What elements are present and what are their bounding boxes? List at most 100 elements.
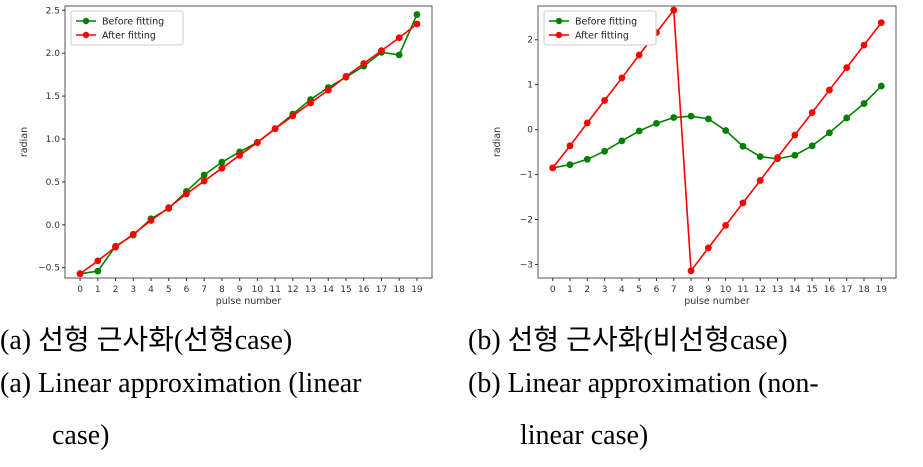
chart-b-data-point [704, 244, 712, 252]
chart-a-x-tick-label: 0 [77, 285, 83, 295]
chart-b-data-point [860, 41, 868, 49]
chart-a-x-tick-label: 16 [358, 285, 370, 295]
chart-b-x-tick-label: 19 [876, 285, 888, 295]
chart-a-data-point [218, 164, 226, 172]
chart-b-data-point [601, 147, 608, 155]
chart-b-x-tick-label: 2 [584, 285, 590, 295]
chart-a-data-point [413, 20, 421, 28]
chart-a-data-point [76, 270, 84, 278]
chart-b-data-point [756, 177, 764, 184]
chart-a-legend-box [70, 10, 184, 46]
chart-a-legend-swatch-marker [82, 31, 90, 39]
chart-b-y-tick-label: −2 [520, 216, 533, 226]
chart-a-data-point [413, 11, 421, 18]
chart-a-data-point [253, 139, 261, 146]
chart-b-x-tick-label: 7 [671, 285, 677, 295]
chart-b-data-point [653, 119, 660, 127]
chart-a-data-point [236, 151, 244, 159]
chart-b-data-point [687, 267, 695, 275]
chart-a-legend-label: After fitting [102, 31, 156, 42]
chart-b-data-point [618, 137, 626, 145]
caption-b-korean: (b) 선형 근사화(비선형case) [468, 325, 788, 356]
chart-a-data-point [94, 257, 102, 265]
chart-a-x-tick-label: 1 [95, 285, 101, 295]
chart-a-data-point [129, 230, 137, 238]
chart-b-x-tick-label: 16 [824, 285, 836, 295]
chart-a-data-point [307, 99, 314, 107]
chart-b-data-point [670, 6, 678, 14]
chart-b-x-tick-label: 15 [806, 285, 817, 295]
chart-b-legend-swatch-marker [555, 17, 563, 25]
chart-panel-a: 0 1 2 3 4 5 6 7 8 9 10 11 12 13 14 15 16 17 18 19−0.50.00.5… [19, 5, 433, 307]
chart-b-data-point [791, 151, 799, 159]
chart-b-data-point [826, 129, 833, 137]
chart-a-x-tick-label: 5 [166, 285, 172, 295]
chart-b-x-tick-label: 5 [636, 285, 642, 295]
chart-a-data-point [165, 204, 173, 212]
chart-b-data-point [739, 199, 747, 207]
chart-b-data-point [722, 127, 730, 134]
chart-a-x-tick-label: 4 [148, 285, 154, 295]
chart-b-data-point [583, 119, 591, 127]
chart-a-data-point [324, 86, 332, 94]
chart-a-y-tick-label: 2.0 [46, 49, 61, 59]
chart-a-data-point [395, 51, 403, 59]
chart-b-axes-frame [537, 5, 897, 279]
caption-b-english-line2: linear case) [520, 420, 649, 451]
chart-a-x-tick-label: 2 [113, 285, 119, 295]
chart-b-data-point [774, 154, 781, 161]
chart-b-data-point [601, 97, 608, 104]
chart-b-data-point [860, 100, 868, 107]
chart-b-data-point [704, 115, 712, 123]
chart-b-data-point [739, 142, 747, 150]
chart-b-y-tick-label: −1 [520, 171, 533, 181]
chart-b-data-point [722, 221, 730, 229]
chart-b-data-point [618, 74, 626, 82]
chart-a-data-point [342, 72, 350, 80]
chart-a-data-point [200, 177, 208, 185]
chart-a-y-axis-label: radian [19, 127, 30, 157]
chart-b-data-point [877, 82, 885, 90]
chart-a-axes-frame [64, 5, 433, 279]
chart-b-legend-label: Before fitting [575, 17, 637, 28]
chart-a-y-tick-label: 0.0 [46, 221, 61, 231]
chart-a-x-tick-label: 8 [219, 285, 225, 295]
chart-a-x-tick-label: 18 [393, 285, 405, 295]
chart-b-data-point [687, 112, 695, 120]
chart-a-y-tick-label: 0.5 [46, 178, 60, 188]
chart-b-y-tick-label: 1 [527, 81, 533, 91]
chart-a-x-tick-label: 9 [237, 285, 243, 295]
caption-a-korean: (a) 선형 근사화(선형case) [0, 325, 293, 356]
chart-a-x-tick-label: 10 [252, 285, 264, 295]
chart-b-legend-box [543, 10, 657, 46]
chart-b-legend-label: After fitting [575, 31, 629, 42]
chart-a-x-tick-label: 19 [411, 285, 423, 295]
chart-a-x-tick-label: 17 [376, 285, 387, 295]
chart-a-series-line-after [79, 23, 418, 275]
chart-a-x-tick-label: 3 [130, 285, 136, 295]
caption-a-english-line2: case) [52, 420, 110, 451]
figure-canvas: 0 1 2 3 4 5 6 7 8 9 10 11 12 13 14 15 16 17 18 19−0.50.00.5… [19, 5, 897, 307]
chart-b-data-point [826, 86, 833, 94]
chart-b-data-point [843, 64, 851, 71]
chart-a-legend-swatch-marker [82, 17, 90, 25]
chart-b-data-point [791, 131, 799, 139]
chart-a-y-tick-label: 1.0 [46, 135, 61, 145]
chart-b-y-axis-label: radian [492, 127, 503, 157]
chart-b-x-tick-label: 11 [737, 285, 748, 295]
chart-b-y-tick-label: 0 [527, 126, 533, 136]
chart-b-data-point [843, 114, 851, 122]
chart-b-x-tick-label: 1 [567, 285, 573, 295]
chart-a-x-tick-label: 14 [323, 285, 335, 295]
chart-b-x-tick-label: 8 [688, 285, 694, 295]
chart-b-data-point [756, 153, 764, 161]
chart-b-x-tick-label: 9 [705, 285, 711, 295]
chart-a-data-point [360, 60, 368, 67]
chart-b-x-tick-label: 18 [858, 285, 870, 295]
chart-b-data-point [808, 109, 816, 116]
chart-b-data-point [808, 142, 816, 150]
chart-a-x-tick-label: 12 [287, 285, 298, 295]
chart-a-x-tick-label: 11 [269, 285, 280, 295]
chart-a-data-point [378, 47, 385, 55]
chart-b-data-point [635, 127, 643, 135]
